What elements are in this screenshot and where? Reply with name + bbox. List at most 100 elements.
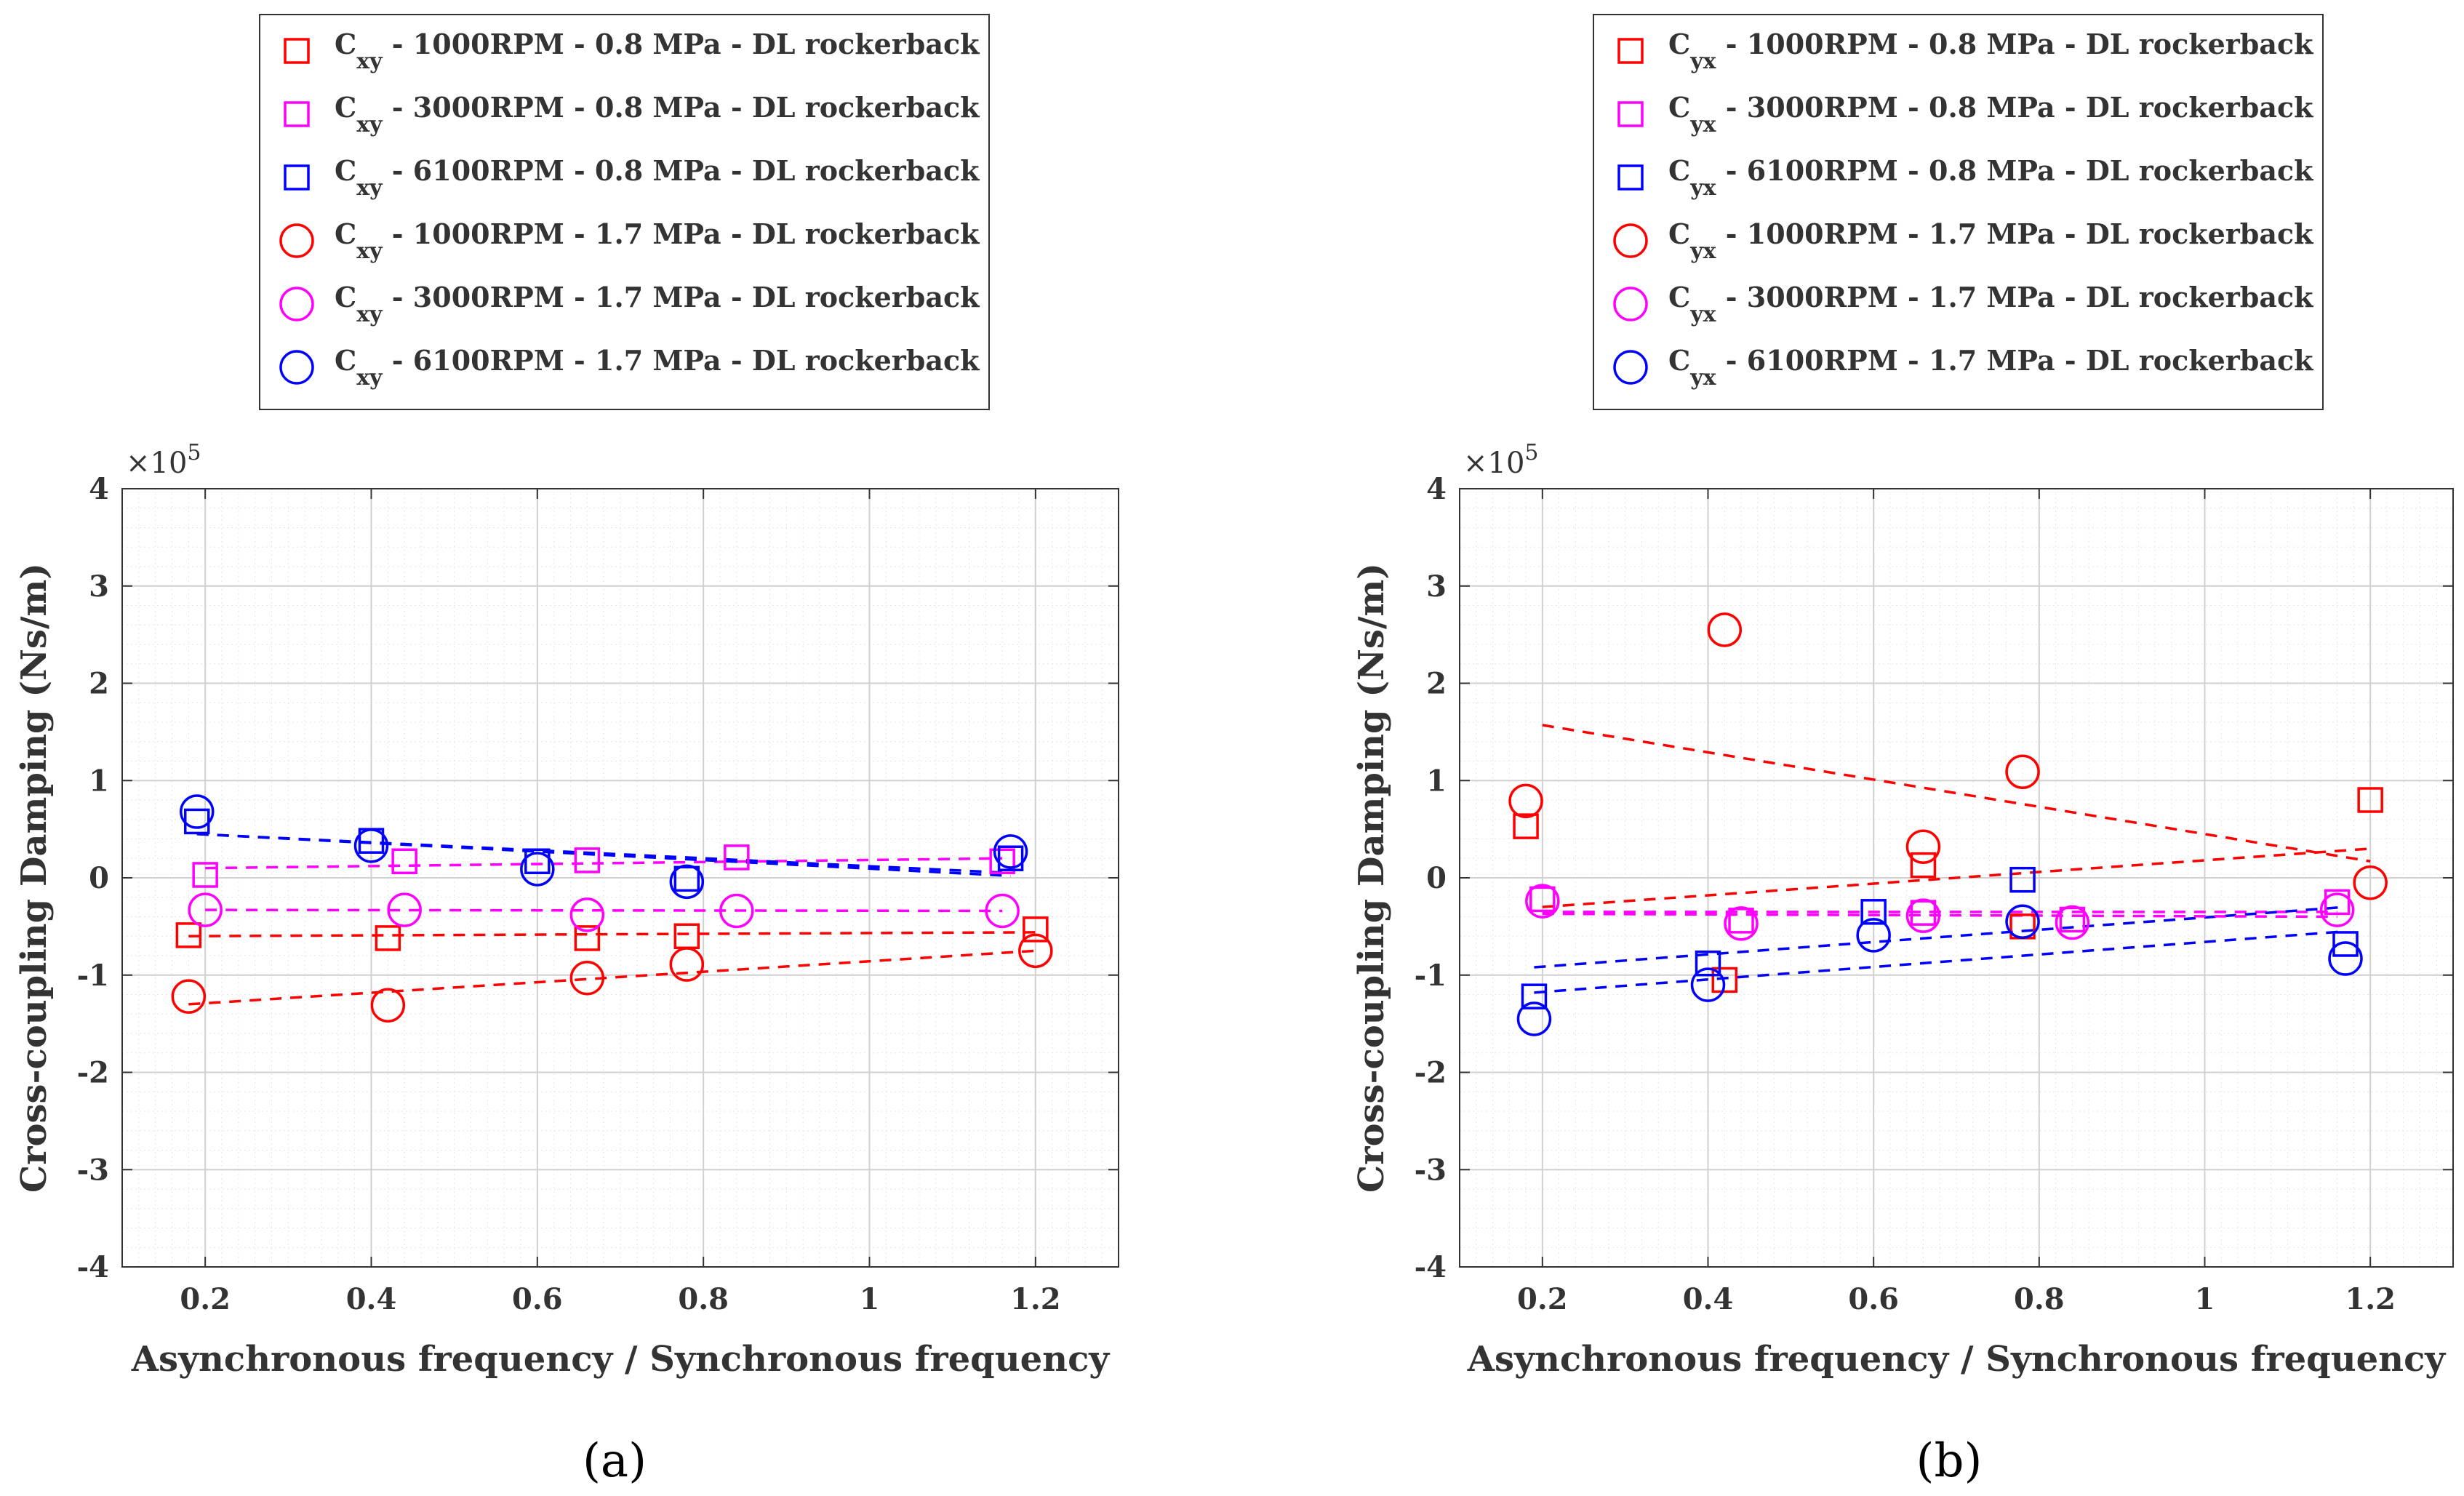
panel-label-a: (a) bbox=[583, 1434, 647, 1488]
legend: Cxy - 1000RPM - 0.8 MPa - DL rockerback C… bbox=[259, 14, 990, 410]
data-point-square bbox=[574, 925, 601, 951]
data-point-circle bbox=[1018, 933, 1053, 969]
data-point-circle bbox=[2005, 904, 2040, 939]
data-point-square bbox=[524, 848, 551, 875]
y-tick-label: 1 bbox=[89, 764, 109, 798]
x-tick-label: 1.2 bbox=[2345, 1282, 2396, 1316]
legend-marker-square bbox=[1617, 164, 1644, 191]
data-point-circle bbox=[370, 988, 406, 1023]
data-point-circle bbox=[669, 864, 705, 900]
legend-marker-circle bbox=[1613, 287, 1648, 321]
y-tick-label: 1 bbox=[1426, 764, 1447, 798]
data-point-square bbox=[1860, 899, 1887, 925]
data-point-square bbox=[673, 865, 700, 892]
data-point-square bbox=[1521, 983, 1548, 1009]
y-tick-label: 4 bbox=[1426, 472, 1447, 506]
y-tick-label: 3 bbox=[89, 569, 109, 604]
y-tick-label: -3 bbox=[77, 1153, 109, 1187]
x-tick-label: 0.8 bbox=[678, 1282, 729, 1316]
data-point-circle bbox=[353, 828, 389, 863]
legend-box bbox=[259, 14, 990, 410]
legend-box bbox=[1593, 14, 2324, 410]
y-axis-label: Cross-coupling Damping (Ns/m) bbox=[14, 563, 55, 1193]
x-tick-label: 0.6 bbox=[512, 1282, 563, 1316]
data-point-square bbox=[574, 847, 601, 873]
data-point-circle bbox=[2055, 905, 2090, 940]
trend-line-5 bbox=[205, 908, 1003, 913]
legend-marker-circle bbox=[279, 287, 314, 321]
legend-entry-label: Cxy - 1000RPM - 0.8 MPa - DL rockerback bbox=[335, 28, 980, 74]
data-point-square bbox=[1529, 886, 1556, 913]
legend-marker-square bbox=[284, 38, 310, 64]
legend-entry-label: Cxy - 1000RPM - 1.7 MPa - DL rockerback bbox=[335, 217, 980, 264]
chart-panel-b: 0.2 0.4 0.6 0.8 1 1.2 -4 -3 -2 -1 0 1 2 3 4 ×105 Asynchr… bbox=[1351, 14, 2454, 1380]
data-point-circle bbox=[993, 834, 1028, 869]
legend-marker-circle bbox=[279, 223, 314, 258]
data-point-circle bbox=[569, 961, 605, 996]
trend-line-2 bbox=[205, 857, 1003, 870]
y-axis-multiplier: ×105 bbox=[126, 440, 201, 480]
data-point-circle bbox=[985, 893, 1020, 929]
data-point-square bbox=[391, 848, 417, 875]
y-tick-label: -4 bbox=[77, 1250, 109, 1284]
data-point-circle bbox=[1525, 884, 1560, 919]
data-point-circle bbox=[2328, 941, 2363, 976]
data-point-circle bbox=[387, 892, 422, 927]
data-point-square bbox=[2059, 906, 2086, 933]
y-tick-label: -4 bbox=[1415, 1250, 1447, 1284]
trend-line-6 bbox=[196, 833, 1011, 875]
data-point-circle bbox=[1707, 612, 1743, 647]
data-point-circle bbox=[1905, 898, 1941, 933]
data-point-square bbox=[375, 925, 401, 951]
legend-marker-square bbox=[1617, 38, 1644, 64]
series-4 bbox=[171, 933, 1053, 1023]
data-point-circle bbox=[171, 979, 207, 1014]
data-point-square bbox=[192, 862, 218, 888]
data-point-square bbox=[989, 848, 1015, 875]
panel-label-b: (b) bbox=[1916, 1434, 1983, 1488]
chart-panel-a: 0.2 0.4 0.6 0.8 1 1.2 -4 -3 -2 -1 0 1 2 3 4 ×105 Asynchr… bbox=[14, 14, 1119, 1380]
data-point-circle bbox=[1516, 1001, 1552, 1036]
legend-marker-square bbox=[1617, 101, 1644, 127]
y-tick-label: -2 bbox=[77, 1056, 109, 1090]
data-point-circle bbox=[2353, 865, 2388, 900]
x-tick-label: 0.2 bbox=[180, 1282, 231, 1316]
series-2 bbox=[1529, 886, 2351, 934]
data-point-square bbox=[175, 922, 202, 948]
legend-entry-label: Cyx - 3000RPM - 0.8 MPa - DL rockerback bbox=[1668, 91, 2313, 137]
data-point-square bbox=[1711, 967, 1738, 993]
legend-entry-label: Cxy - 3000RPM - 1.7 MPa - DL rockerback bbox=[335, 281, 980, 327]
series-5 bbox=[1525, 884, 2355, 941]
series-1 bbox=[175, 916, 1049, 951]
x-tick-label: 1.2 bbox=[1010, 1282, 1061, 1316]
x-tick-label: 1 bbox=[2195, 1282, 2215, 1316]
y-tick-label: -1 bbox=[1415, 959, 1447, 993]
series-5 bbox=[188, 892, 1020, 932]
y-tick-label: -3 bbox=[1415, 1153, 1447, 1187]
legend-entry-label: Cyx - 6100RPM - 1.7 MPa - DL rockerback bbox=[1668, 344, 2313, 391]
series-1 bbox=[1513, 787, 2383, 993]
data-point-circle bbox=[1856, 918, 1891, 953]
y-tick-label: 4 bbox=[89, 472, 109, 506]
x-tick-label: 0.4 bbox=[1683, 1282, 1734, 1316]
legend-marker-circle bbox=[279, 350, 314, 385]
data-point-circle bbox=[669, 947, 705, 982]
data-point-circle bbox=[520, 852, 555, 887]
trend-line-6 bbox=[1534, 929, 2346, 994]
data-point-circle bbox=[719, 893, 754, 929]
series-4 bbox=[1508, 612, 2388, 900]
data-point-circle bbox=[2319, 892, 2355, 927]
y-tick-label: 0 bbox=[89, 861, 109, 895]
series-6 bbox=[1516, 904, 2363, 1036]
data-point-circle bbox=[1690, 967, 1726, 1002]
y-axis-multiplier: ×105 bbox=[1463, 440, 1539, 480]
trend-line-4 bbox=[1542, 724, 2371, 863]
data-point-circle bbox=[2005, 754, 2040, 789]
data-point-square bbox=[724, 844, 750, 871]
y-tick-label: -1 bbox=[77, 959, 109, 993]
x-tick-label: 0.6 bbox=[1848, 1282, 1899, 1316]
series-2 bbox=[192, 844, 1015, 888]
legend-entry-label: Cyx - 6100RPM - 0.8 MPa - DL rockerback bbox=[1668, 154, 2313, 201]
major-grid bbox=[1460, 488, 2453, 1268]
